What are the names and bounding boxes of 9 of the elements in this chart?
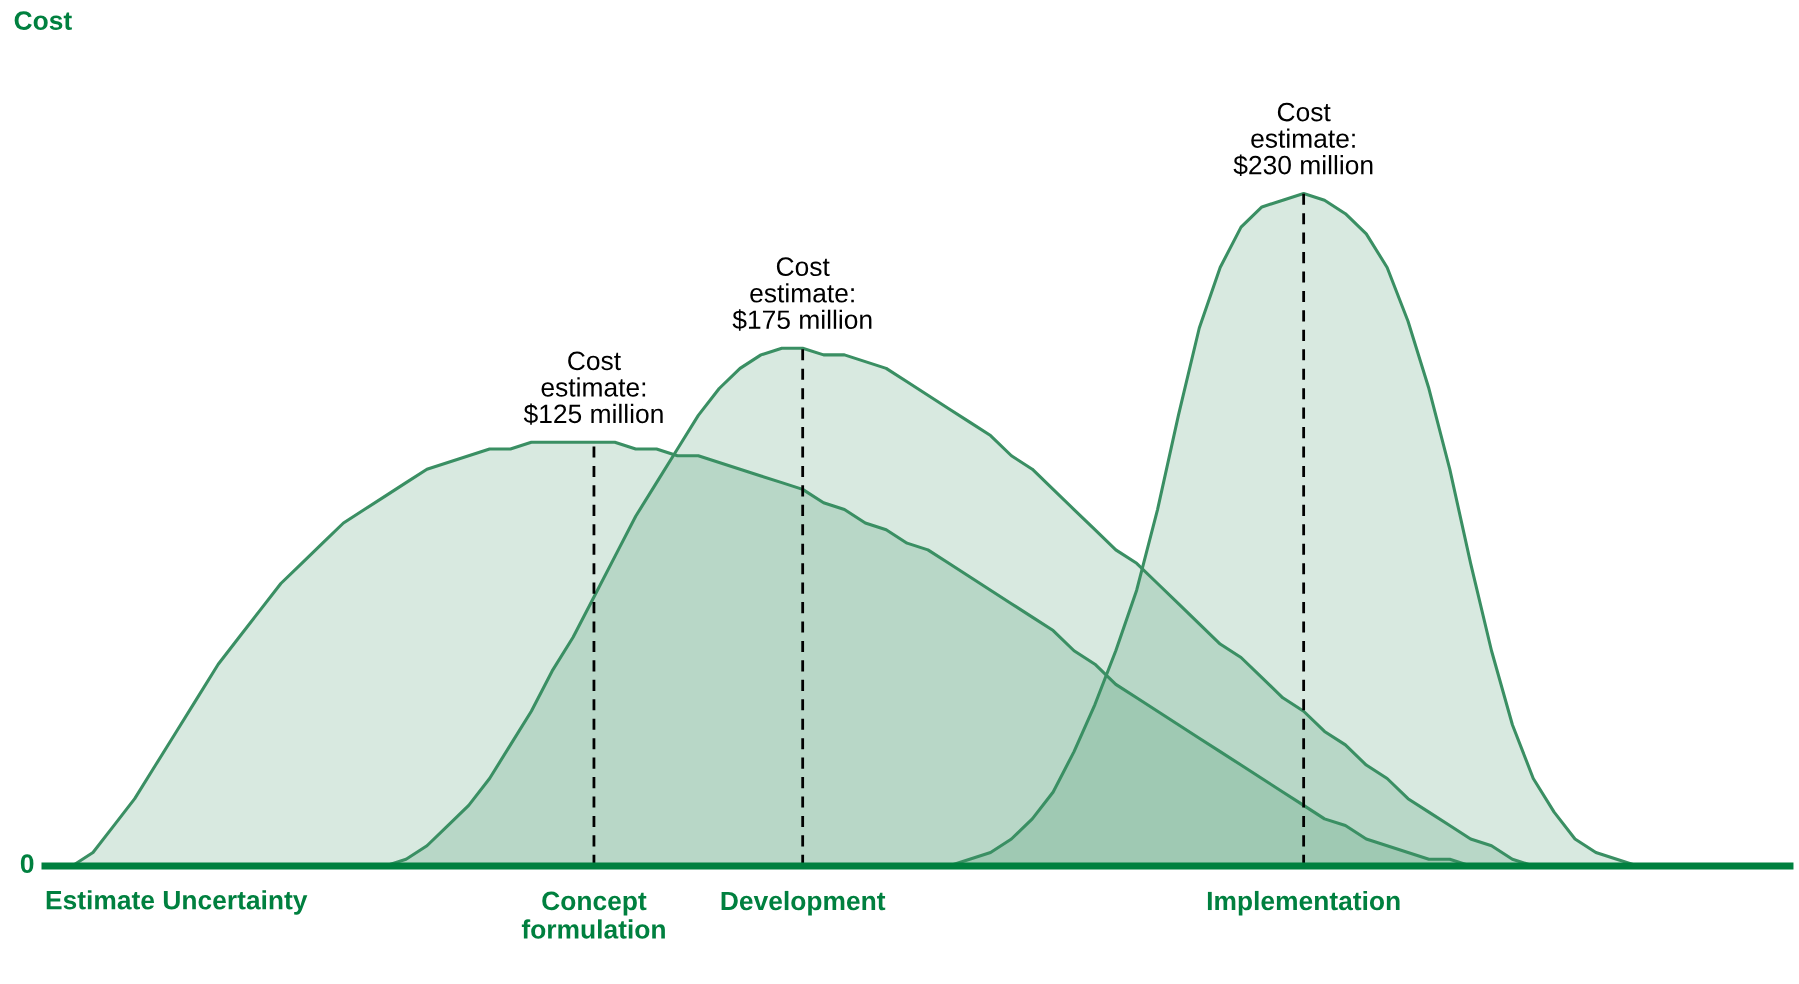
x-tick-label: Implementation	[1207, 890, 1400, 916]
x-tick-label: Development	[721, 890, 886, 916]
x-tick-label: Concept formulation	[521, 891, 665, 939]
annotation: Cost estimate: $125 million	[523, 351, 663, 425]
annotation: Cost estimate: $230 million	[1233, 102, 1373, 176]
text: Cost	[14, 11, 72, 31]
text: 0	[20, 854, 34, 873]
x-axis-title: Estimate Uncertainty	[46, 890, 308, 915]
annotation: Cost estimate: $175 million	[732, 257, 872, 331]
